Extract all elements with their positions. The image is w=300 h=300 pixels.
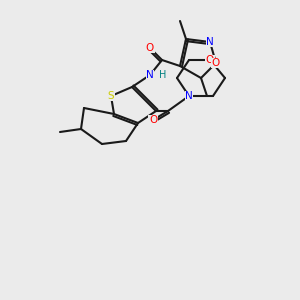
Text: N: N bbox=[185, 91, 193, 101]
Text: O: O bbox=[206, 55, 214, 65]
Text: S: S bbox=[108, 91, 114, 101]
Text: O: O bbox=[149, 115, 157, 125]
Text: O: O bbox=[212, 58, 220, 68]
Text: O: O bbox=[146, 43, 154, 53]
Text: H: H bbox=[159, 70, 166, 80]
Text: N: N bbox=[206, 37, 214, 47]
Text: N: N bbox=[146, 70, 154, 80]
